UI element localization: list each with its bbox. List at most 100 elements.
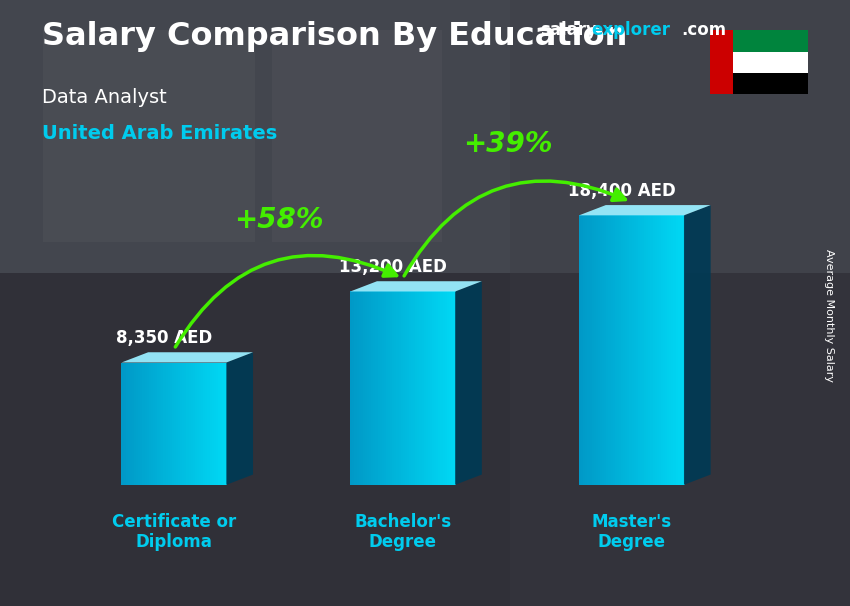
Bar — [140, 362, 144, 485]
Polygon shape — [684, 205, 711, 485]
Polygon shape — [122, 352, 253, 362]
Bar — [665, 215, 668, 485]
Bar — [613, 215, 615, 485]
Bar — [423, 291, 427, 485]
Bar — [449, 291, 452, 485]
Bar — [627, 215, 631, 485]
Bar — [403, 291, 405, 485]
Bar — [680, 215, 683, 485]
Bar — [583, 215, 586, 485]
Bar — [659, 215, 662, 485]
Bar — [638, 215, 641, 485]
Bar — [600, 215, 604, 485]
Bar — [390, 291, 394, 485]
Bar — [384, 291, 387, 485]
Bar — [676, 215, 678, 485]
Bar — [126, 362, 128, 485]
Bar — [190, 362, 194, 485]
Bar — [180, 362, 184, 485]
Bar — [657, 215, 660, 485]
Bar — [677, 215, 681, 485]
Bar — [203, 362, 207, 485]
Text: 8,350 AED: 8,350 AED — [116, 329, 212, 347]
Bar — [350, 291, 354, 485]
Text: salary: salary — [540, 21, 597, 39]
Bar — [166, 362, 168, 485]
Bar — [610, 215, 614, 485]
Bar — [646, 215, 649, 485]
Text: Data Analyst: Data Analyst — [42, 88, 167, 107]
Bar — [430, 291, 433, 485]
Bar — [0, 273, 850, 606]
Bar — [663, 215, 666, 485]
Bar — [218, 362, 221, 485]
Bar — [144, 362, 148, 485]
Bar — [661, 215, 664, 485]
Polygon shape — [226, 352, 253, 485]
Bar — [199, 362, 202, 485]
Bar — [213, 362, 217, 485]
Bar — [184, 362, 188, 485]
Bar — [594, 215, 597, 485]
Bar — [710, 30, 734, 94]
Bar — [394, 291, 398, 485]
Polygon shape — [350, 281, 482, 291]
Bar — [130, 362, 133, 485]
Bar — [0, 0, 850, 273]
Bar — [186, 362, 190, 485]
Bar — [367, 291, 370, 485]
Bar — [644, 215, 647, 485]
Bar — [592, 215, 595, 485]
Bar — [626, 215, 628, 485]
Bar — [586, 215, 588, 485]
Text: Average Monthly Salary: Average Monthly Salary — [824, 248, 834, 382]
Bar — [155, 362, 158, 485]
Bar — [422, 291, 425, 485]
Bar — [453, 291, 456, 485]
Bar — [587, 215, 591, 485]
Bar — [642, 215, 645, 485]
Bar — [619, 215, 622, 485]
Bar — [682, 215, 685, 485]
Text: .com: .com — [682, 21, 727, 39]
Bar — [359, 291, 362, 485]
Bar — [222, 362, 225, 485]
Bar — [212, 362, 215, 485]
Bar — [365, 291, 368, 485]
Bar — [220, 362, 223, 485]
Bar — [649, 215, 651, 485]
Bar — [650, 215, 654, 485]
Bar — [633, 215, 637, 485]
Bar — [654, 215, 658, 485]
Polygon shape — [579, 205, 711, 215]
Bar — [189, 362, 191, 485]
Bar — [201, 362, 204, 485]
Bar — [210, 362, 212, 485]
Bar — [672, 215, 674, 485]
Bar — [178, 362, 181, 485]
Bar — [604, 215, 607, 485]
Bar — [615, 215, 618, 485]
Bar — [579, 215, 582, 485]
Bar — [407, 291, 410, 485]
Bar — [163, 362, 167, 485]
Bar — [224, 362, 227, 485]
Bar — [392, 291, 395, 485]
Bar — [710, 73, 808, 94]
Bar — [447, 291, 450, 485]
Bar — [172, 362, 175, 485]
Bar — [673, 215, 677, 485]
Bar — [174, 362, 177, 485]
Bar — [636, 215, 638, 485]
Bar — [623, 215, 626, 485]
Bar — [371, 291, 374, 485]
Bar — [710, 52, 808, 73]
Bar — [134, 362, 137, 485]
Bar — [149, 362, 152, 485]
Bar — [405, 291, 408, 485]
Bar — [667, 215, 671, 485]
Bar — [590, 215, 592, 485]
Text: +39%: +39% — [463, 130, 552, 158]
Bar — [399, 291, 401, 485]
Bar — [373, 291, 377, 485]
